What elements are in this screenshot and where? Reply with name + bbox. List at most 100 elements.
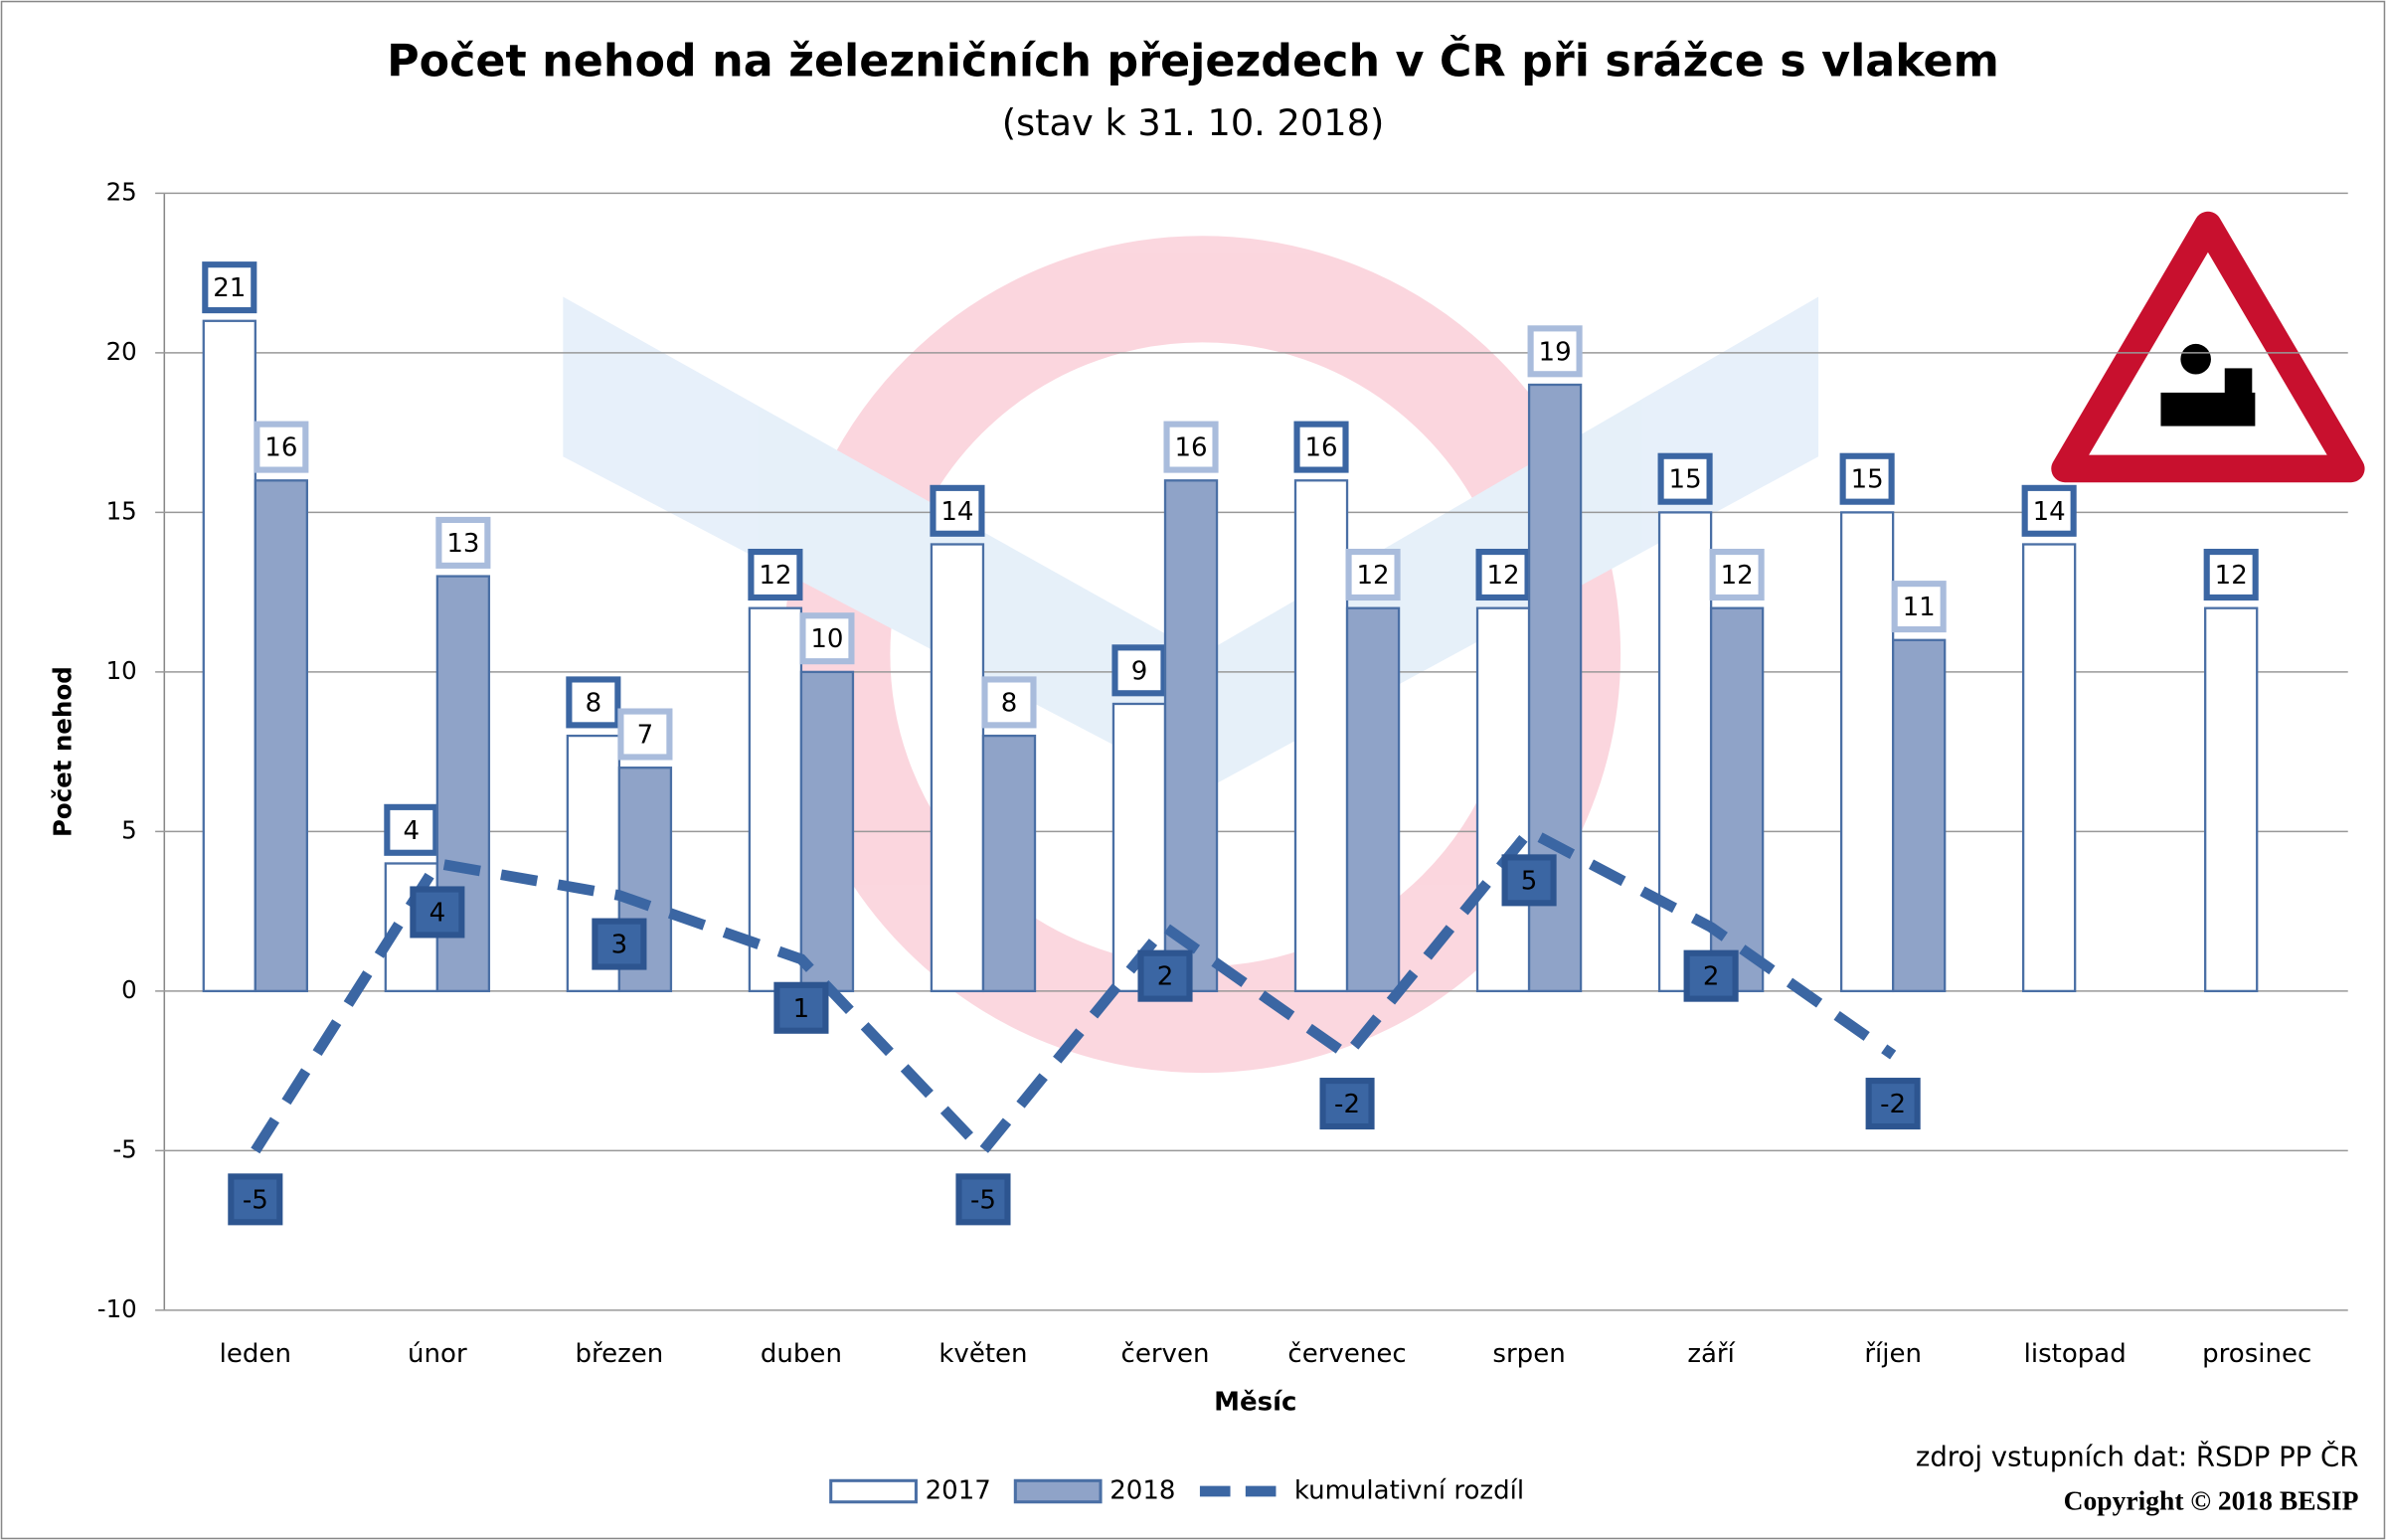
bar [1891,638,1947,993]
warning-sign [2051,211,2365,483]
y-tick-label: -10 [97,1294,137,1323]
bar [1293,479,1349,993]
x-tick-label: červenec [1287,1339,1406,1369]
x-tick-label: červen [1121,1339,1210,1369]
bar [1839,511,1895,993]
title: Počet nehod na železničních přejezdech v… [387,34,1999,86]
data-label-box [1657,452,1713,505]
bar [1345,606,1401,993]
data-label-box [799,612,855,665]
x-tick-label: srpen [1492,1339,1565,1369]
data-label-box [228,1173,283,1226]
data-label: 15 [1669,465,1702,495]
data-label: 2 [1157,962,1174,992]
legend-swatch [829,1478,918,1504]
data-label: 12 [1357,561,1390,591]
y-tick-label: 25 [106,177,137,206]
data-label: 9 [1131,656,1148,686]
x-tick-label: listopad [2024,1339,2127,1369]
line [251,824,1897,1159]
x-tick-label: prosinec [2202,1339,2311,1369]
data-label: 3 [611,931,628,960]
data-label: 8 [586,688,602,718]
bar [799,670,855,993]
legend-label: kumulativní rozdíl [1294,1476,1524,1506]
bar [2021,543,2077,993]
x-tick-label: květen [938,1339,1027,1369]
data-label: 1 [793,994,810,1024]
data-label: 21 [213,273,246,303]
data-label-box [1683,949,1739,1002]
y-tick-label: 10 [106,656,137,685]
data-label: 16 [1174,433,1207,463]
data-label-box [1163,421,1219,473]
data-label-box [592,918,647,970]
data-label-box [930,484,985,537]
data-label: -2 [1880,1090,1906,1119]
data-label-box [1839,452,1895,505]
bar [1111,702,1167,993]
data-label-box [254,421,309,473]
data-label-box [1345,548,1401,601]
data-label-box [1501,854,1557,907]
data-label: 15 [1851,465,1884,495]
data-label: 12 [1486,561,1519,591]
data-label-box [1319,1078,1375,1130]
data-label: 11 [1903,593,1936,622]
bar [1657,511,1713,993]
data-label-box [773,981,829,1034]
data-label: 10 [810,624,843,654]
y-tick-label: -5 [112,1134,136,1163]
bar [2204,606,2259,993]
legend-swatch [1013,1478,1103,1504]
data-label: 13 [446,529,479,559]
bar [930,543,985,993]
data-label: -2 [1334,1090,1360,1119]
data-label: -5 [970,1185,996,1215]
data-label: 4 [429,898,446,928]
data-label-box [566,676,621,729]
data-label-box [435,516,491,569]
data-label-box [748,548,803,601]
data-label: 14 [2033,497,2066,527]
data-label: 5 [1521,866,1538,896]
data-label-box [617,708,673,761]
y-tick-label: 0 [121,975,137,1004]
y-tick-label: 20 [106,337,137,366]
bar [981,734,1037,993]
x-tick-label: září [1687,1339,1735,1369]
legend-label: 2017 [926,1476,991,1506]
x-tick-label: únor [408,1339,467,1369]
data-label: 12 [759,561,791,591]
data-label: 16 [1304,433,1337,463]
x-tick-label: duben [761,1339,842,1369]
data-label: 14 [940,497,973,527]
data-label-box [1137,949,1193,1002]
bar [748,606,803,993]
data-label: 2 [1703,962,1720,992]
data-label: -5 [243,1185,268,1215]
data-label-box [1709,548,1765,601]
x-axis-title: Měsíc [1214,1388,1296,1418]
data-label-box [384,803,439,856]
data-label-box [1891,581,1947,633]
x-tick-label: leden [220,1339,291,1369]
x-tick-label: říjen [1864,1339,1922,1369]
y-axis-title: Počet nehod [48,666,77,837]
data-label-box [1293,421,1349,473]
copyright: Copyright © 2018 BESIP [2064,1485,2359,1516]
data-label: 4 [404,816,421,846]
data-label-box [981,676,1037,729]
source: zdroj vstupních dat: ŘSDP PP ČR [1916,1439,2359,1472]
data-label: 7 [637,721,654,751]
data-label: 8 [1001,688,1018,718]
data-label-box [1527,325,1583,378]
bar [202,319,256,993]
y-tick-label: 15 [106,496,137,525]
bar [1163,479,1219,993]
y-tick-label: 5 [121,815,137,844]
data-label-box [410,886,465,939]
data-label-box [1865,1078,1921,1130]
